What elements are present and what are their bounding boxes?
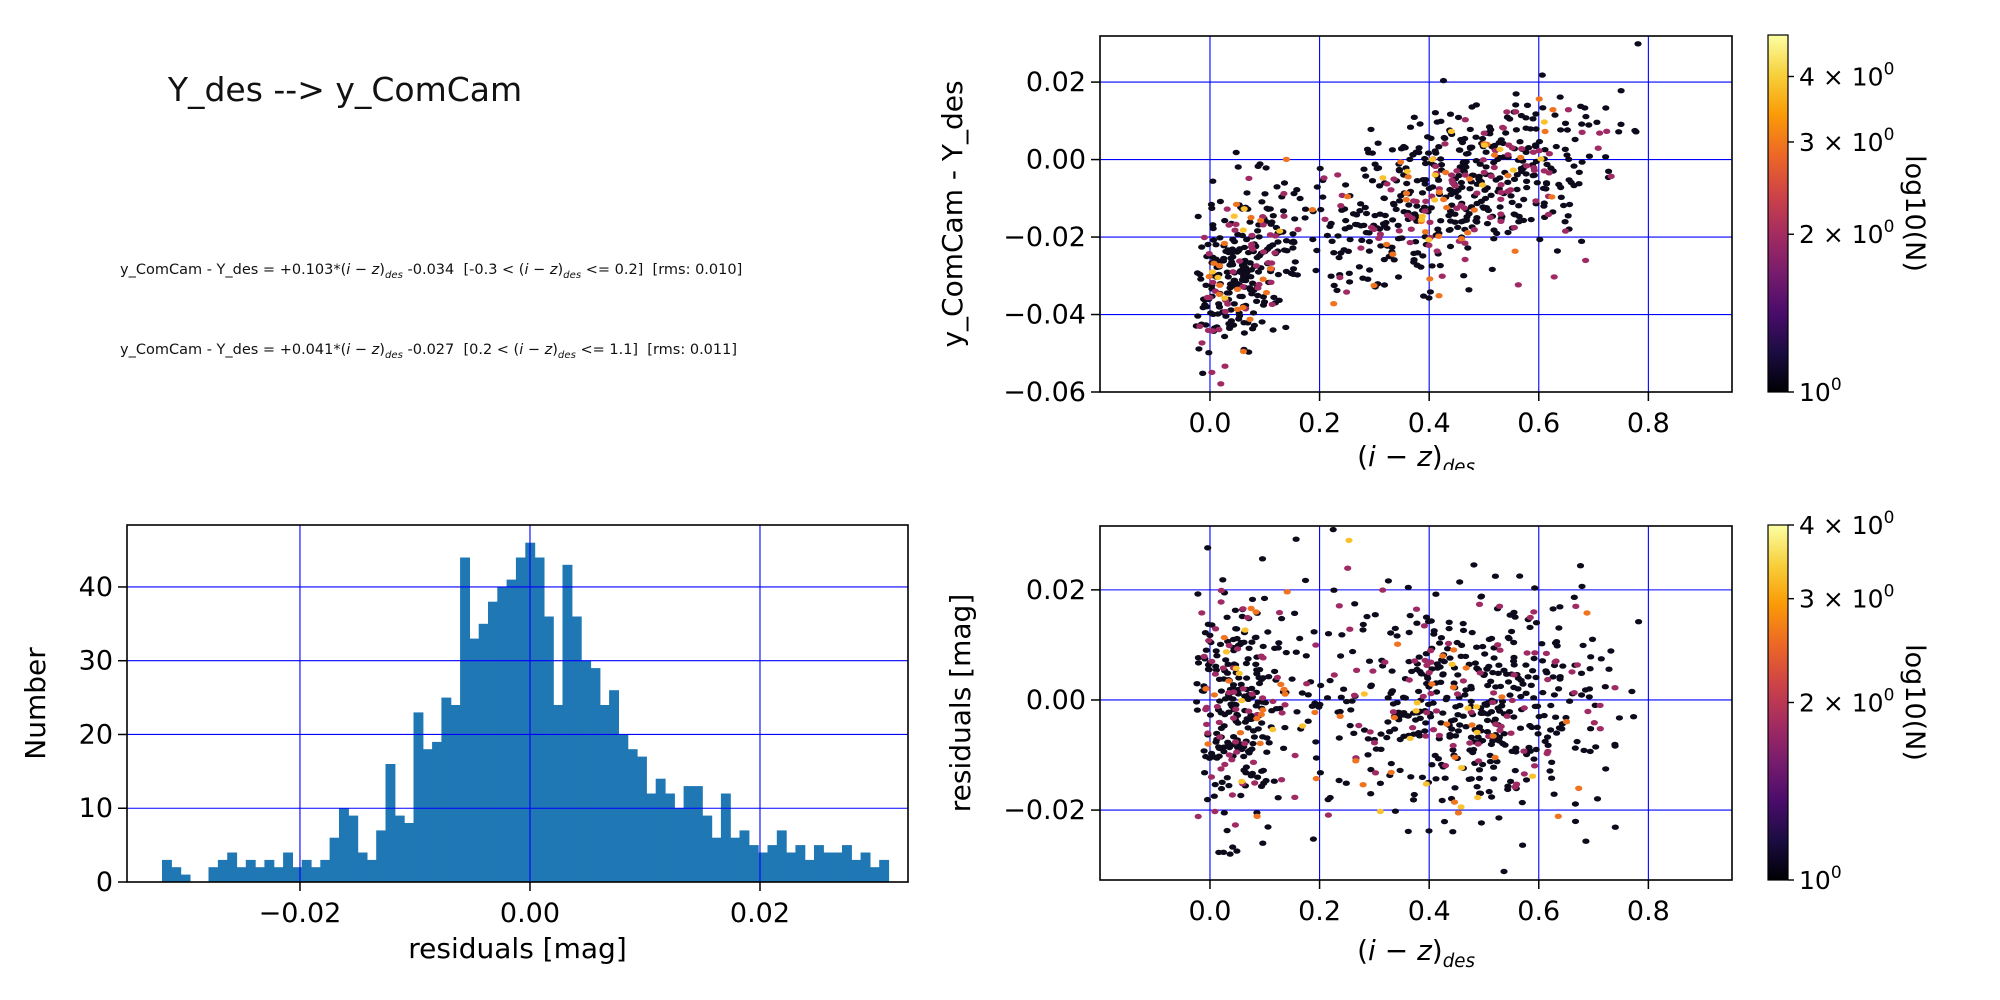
y-tick-label: −0.02	[1003, 795, 1086, 826]
equation-line-1: y_ComCam - Y_des = +0.103*(i − z)des -0.…	[120, 262, 743, 281]
x-tick-label: 0.4	[1408, 896, 1451, 927]
colorbar-tick-label: 2 × 100	[1799, 217, 1894, 249]
x-tick-label: 0.2	[1298, 408, 1341, 439]
x-tick-label: 0.2	[1298, 896, 1341, 927]
x-tick-label: 0.02	[730, 898, 790, 929]
colorbar-tick-label: 100	[1799, 375, 1842, 407]
colorbar-ticks	[1788, 75, 1794, 393]
equation-line-2: y_ComCam - Y_des = +0.041*(i − z)des -0.…	[120, 341, 738, 361]
colorbar-tick-label: 3 × 100	[1799, 125, 1894, 157]
x-axis-label: (i − z)des	[1357, 934, 1475, 972]
y-tick-label: 0	[96, 867, 113, 898]
tick-marks	[118, 586, 761, 891]
scatter_bottom-svg: 0.0 0.2 0.4 0.6 0.8 0.02 0.00 −0.02 (i − z)des re…	[944, 508, 1930, 972]
y-axis-label: y_ComCam - Y_des	[936, 80, 969, 347]
colorbar-tick-label: 3 × 100	[1799, 582, 1894, 614]
y-tick-label: 40	[79, 572, 113, 603]
y-axis-label: residuals [mag]	[944, 594, 977, 813]
y-tick-label: −0.04	[1003, 300, 1086, 331]
scatter-top-panel: 0.0 0.2 0.4 0.6 0.8 0.02 0.00 −0.02 −0.04 −0.06 (i…	[900, 0, 2000, 478]
axes-frame	[1099, 35, 1733, 393]
x-axis-label: residuals [mag]	[408, 932, 627, 965]
y-tick-label: 0.02	[1026, 67, 1086, 98]
hist_residuals-svg: −0.02 0.00 0.02 0 10 20 30 40 residuals [mag] Num…	[19, 524, 909, 965]
x-tick-label: 0.0	[1189, 896, 1232, 927]
histogram-bars	[162, 542, 890, 882]
y-tick-label: 10	[79, 793, 113, 824]
scatter-bottom-panel: 0.0 0.2 0.4 0.6 0.8 0.02 0.00 −0.02 (i − z)des re…	[900, 470, 2000, 1000]
colorbar-tick-label: 4 × 100	[1799, 508, 1894, 540]
colorbar-label: log10(N)	[1899, 644, 1930, 761]
x-tick-label: 0.4	[1408, 408, 1451, 439]
y-axis-label: Number	[19, 647, 52, 760]
histogram-panel: −0.02 0.00 0.02 0 10 20 30 40 residuals [mag] Num…	[0, 470, 960, 1000]
colorbar-tick-label: 100	[1799, 863, 1842, 895]
tick-marks	[1091, 81, 1650, 401]
x-tick-label: 0.6	[1517, 408, 1560, 439]
x-tick-label: 0.8	[1627, 896, 1670, 927]
scatter-points	[1193, 526, 1643, 875]
grid-lines	[127, 525, 908, 883]
colorbar-tick-label: 2 × 100	[1799, 686, 1894, 718]
x-tick-label: −0.02	[259, 898, 342, 929]
x-tick-label: 0.6	[1517, 896, 1560, 927]
figure-title: Y_des --> y_ComCam	[167, 70, 523, 109]
fit-equations: y_ComCam - Y_des = +0.103*(i − z)des -0.…	[120, 208, 742, 418]
x-tick-label: 0.0	[1189, 408, 1232, 439]
colorbar-label: log10(N)	[1899, 155, 1930, 272]
colorbar-ticks	[1788, 524, 1794, 881]
x-tick-label: 0.8	[1627, 408, 1670, 439]
y-tick-label: 0.02	[1026, 575, 1086, 606]
colorbar	[1767, 524, 1789, 881]
y-tick-label: 20	[79, 719, 113, 750]
axes-frame	[126, 524, 909, 883]
colorbar	[1767, 34, 1789, 393]
y-tick-label: −0.02	[1003, 222, 1086, 253]
axes-frame	[1099, 525, 1733, 881]
x-axis-label: (i − z)des	[1357, 440, 1475, 470]
y-tick-label: 0.00	[1026, 685, 1086, 716]
colorbar-tick-label: 4 × 100	[1799, 59, 1894, 91]
scatter_top-svg: 0.0 0.2 0.4 0.6 0.8 0.02 0.00 −0.02 −0.04 −0.06 (i…	[936, 34, 1930, 478]
y-tick-label: 30	[79, 646, 113, 677]
y-tick-label: 0.00	[1026, 145, 1086, 176]
x-tick-label: 0.00	[500, 898, 560, 929]
tick-marks	[1091, 589, 1650, 889]
scatter-points	[1192, 41, 1642, 387]
y-tick-label: −0.06	[1003, 377, 1086, 408]
